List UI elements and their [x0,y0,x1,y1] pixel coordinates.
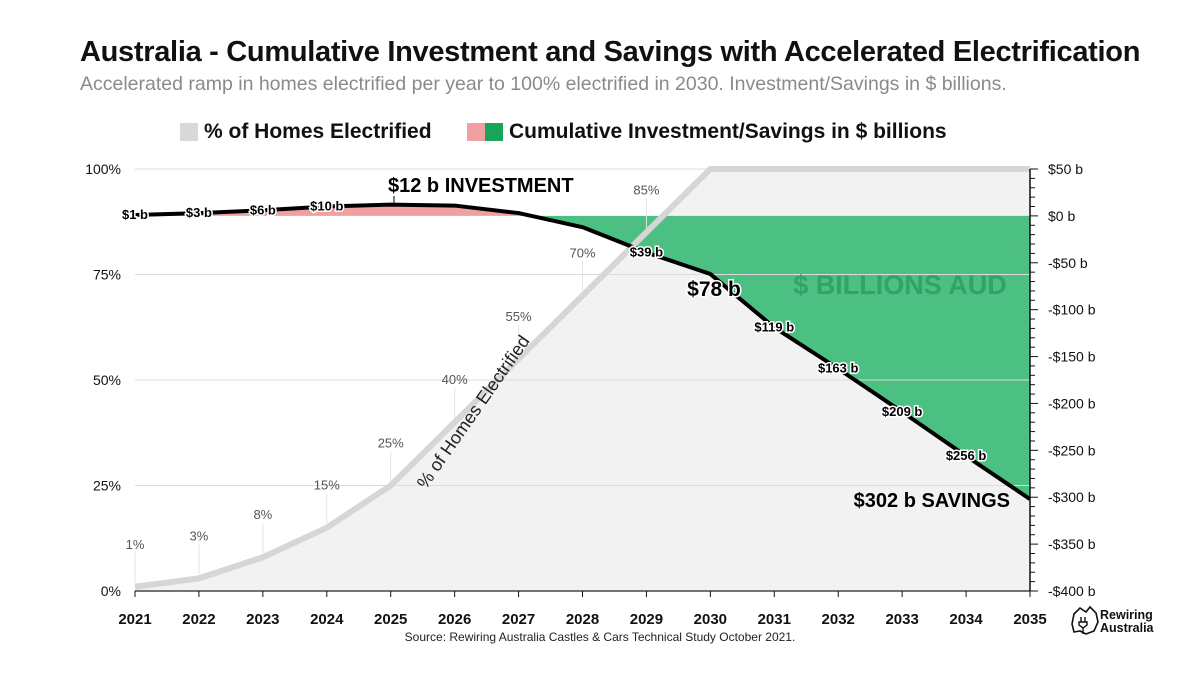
x-tick-label-4: 2025 [374,611,407,628]
x-tick-label-5: 2026 [438,611,471,628]
cumulative-label-0: $1 b [122,207,148,222]
legend-investment: Cumulative Investment/Savings in $ billi… [467,118,947,146]
plug-icon [1078,617,1088,634]
cumulative-label-1: $3 b [186,205,212,220]
homes-label-0: 1% [126,537,145,552]
x-tick-label-2: 2023 [246,611,279,628]
x-tick-label-13: 2034 [949,611,983,628]
cumulative-label-13: $256 b [946,448,987,463]
legend-homes-label: % of Homes Electrified [204,120,432,143]
homes-label-8: 85% [633,182,659,197]
right-tick-label-8: -$350 b [1048,536,1096,552]
x-tick-label-9: 2030 [694,611,727,628]
homes-label-6: 55% [506,309,532,324]
x-tick-label-12: 2033 [885,611,918,628]
left-tick-label-2: 50% [93,372,121,388]
homes-area [135,169,1030,591]
right-tick-label-7: -$300 b [1048,489,1096,505]
leaf-icon [1007,238,1030,252]
x-tick-label-0: 2021 [118,611,151,628]
homes-label-1: 3% [190,528,209,543]
cumulative-label-12: $209 b [882,404,923,419]
legend-investment-label: Cumulative Investment/Savings in $ billi… [509,120,947,143]
homes-label-4: 25% [378,436,404,451]
investment-annotation: $12 b INVESTMENT [388,175,574,197]
left-tick-label-0: 0% [101,583,121,599]
cumulative-label-8: $39 b [630,244,663,259]
logo-text: Rewiring Australia [1100,609,1154,635]
right-tick-label-9: -$400 b [1048,583,1096,599]
x-tick-label-7: 2028 [566,611,599,628]
logo [1071,605,1099,635]
x-tick-label-10: 2031 [758,611,791,628]
chart-title: Australia - Cumulative Investment and Sa… [80,36,1141,68]
right-tick-label-0: $50 b [1048,161,1083,177]
x-tick-label-3: 2024 [310,611,344,628]
chart-subtitle: Accelerated ramp in homes electrified pe… [80,73,1007,95]
right-tick-label-1: $0 b [1048,208,1075,224]
legend-savings-swatch [485,123,503,141]
watermark-text: $ BILLIONS AUD [793,270,1007,300]
savings-area [531,215,1030,500]
right-tick-label-5: -$200 b [1048,395,1096,411]
right-tick-label-4: -$150 b [1048,349,1096,365]
savings-annotation: $302 b SAVINGS [854,490,1010,512]
homes-label-3: 15% [314,478,340,493]
left-tick-label-3: 75% [93,267,121,283]
right-tick-label-2: -$50 b [1048,255,1088,271]
right-tick-label-3: -$100 b [1048,302,1096,318]
homes-line [134,166,1030,590]
mid-annotation: $78 b [687,278,741,301]
cumulative-label-3: $10 b [310,199,343,214]
x-tick-label-6: 2027 [502,611,535,628]
homes-label-7: 70% [569,246,595,261]
legend-homes: % of Homes Electrified [180,118,432,146]
logo-line2: Australia [1100,621,1154,635]
cumulative-line [134,202,1032,501]
legend-investment-swatch [467,123,485,141]
x-tick-label-8: 2029 [630,611,663,628]
x-tick-label-14: 2035 [1013,611,1046,628]
australia-outline-icon [1071,605,1099,635]
cumulative-label-2: $6 b [250,202,276,217]
cumulative-label-10: $119 b [754,319,794,334]
investment-area [135,204,532,216]
source-note: Source: Rewiring Australia Castles & Car… [404,630,796,644]
logo-line1: Rewiring [1100,608,1153,622]
legend-homes-swatch [180,123,198,141]
homes-label-5: 40% [442,372,468,387]
left-tick-label-1: 25% [93,478,121,494]
x-tick-label-11: 2032 [822,611,855,628]
x-tick-label-1: 2022 [182,611,215,628]
left-tick-label-4: 100% [85,161,121,177]
right-tick-label-6: -$250 b [1048,442,1096,458]
homes-label-2: 8% [253,507,272,522]
cumulative-label-11: $163 b [818,361,859,376]
diagonal-label: % of Homes Electrified [413,332,534,493]
